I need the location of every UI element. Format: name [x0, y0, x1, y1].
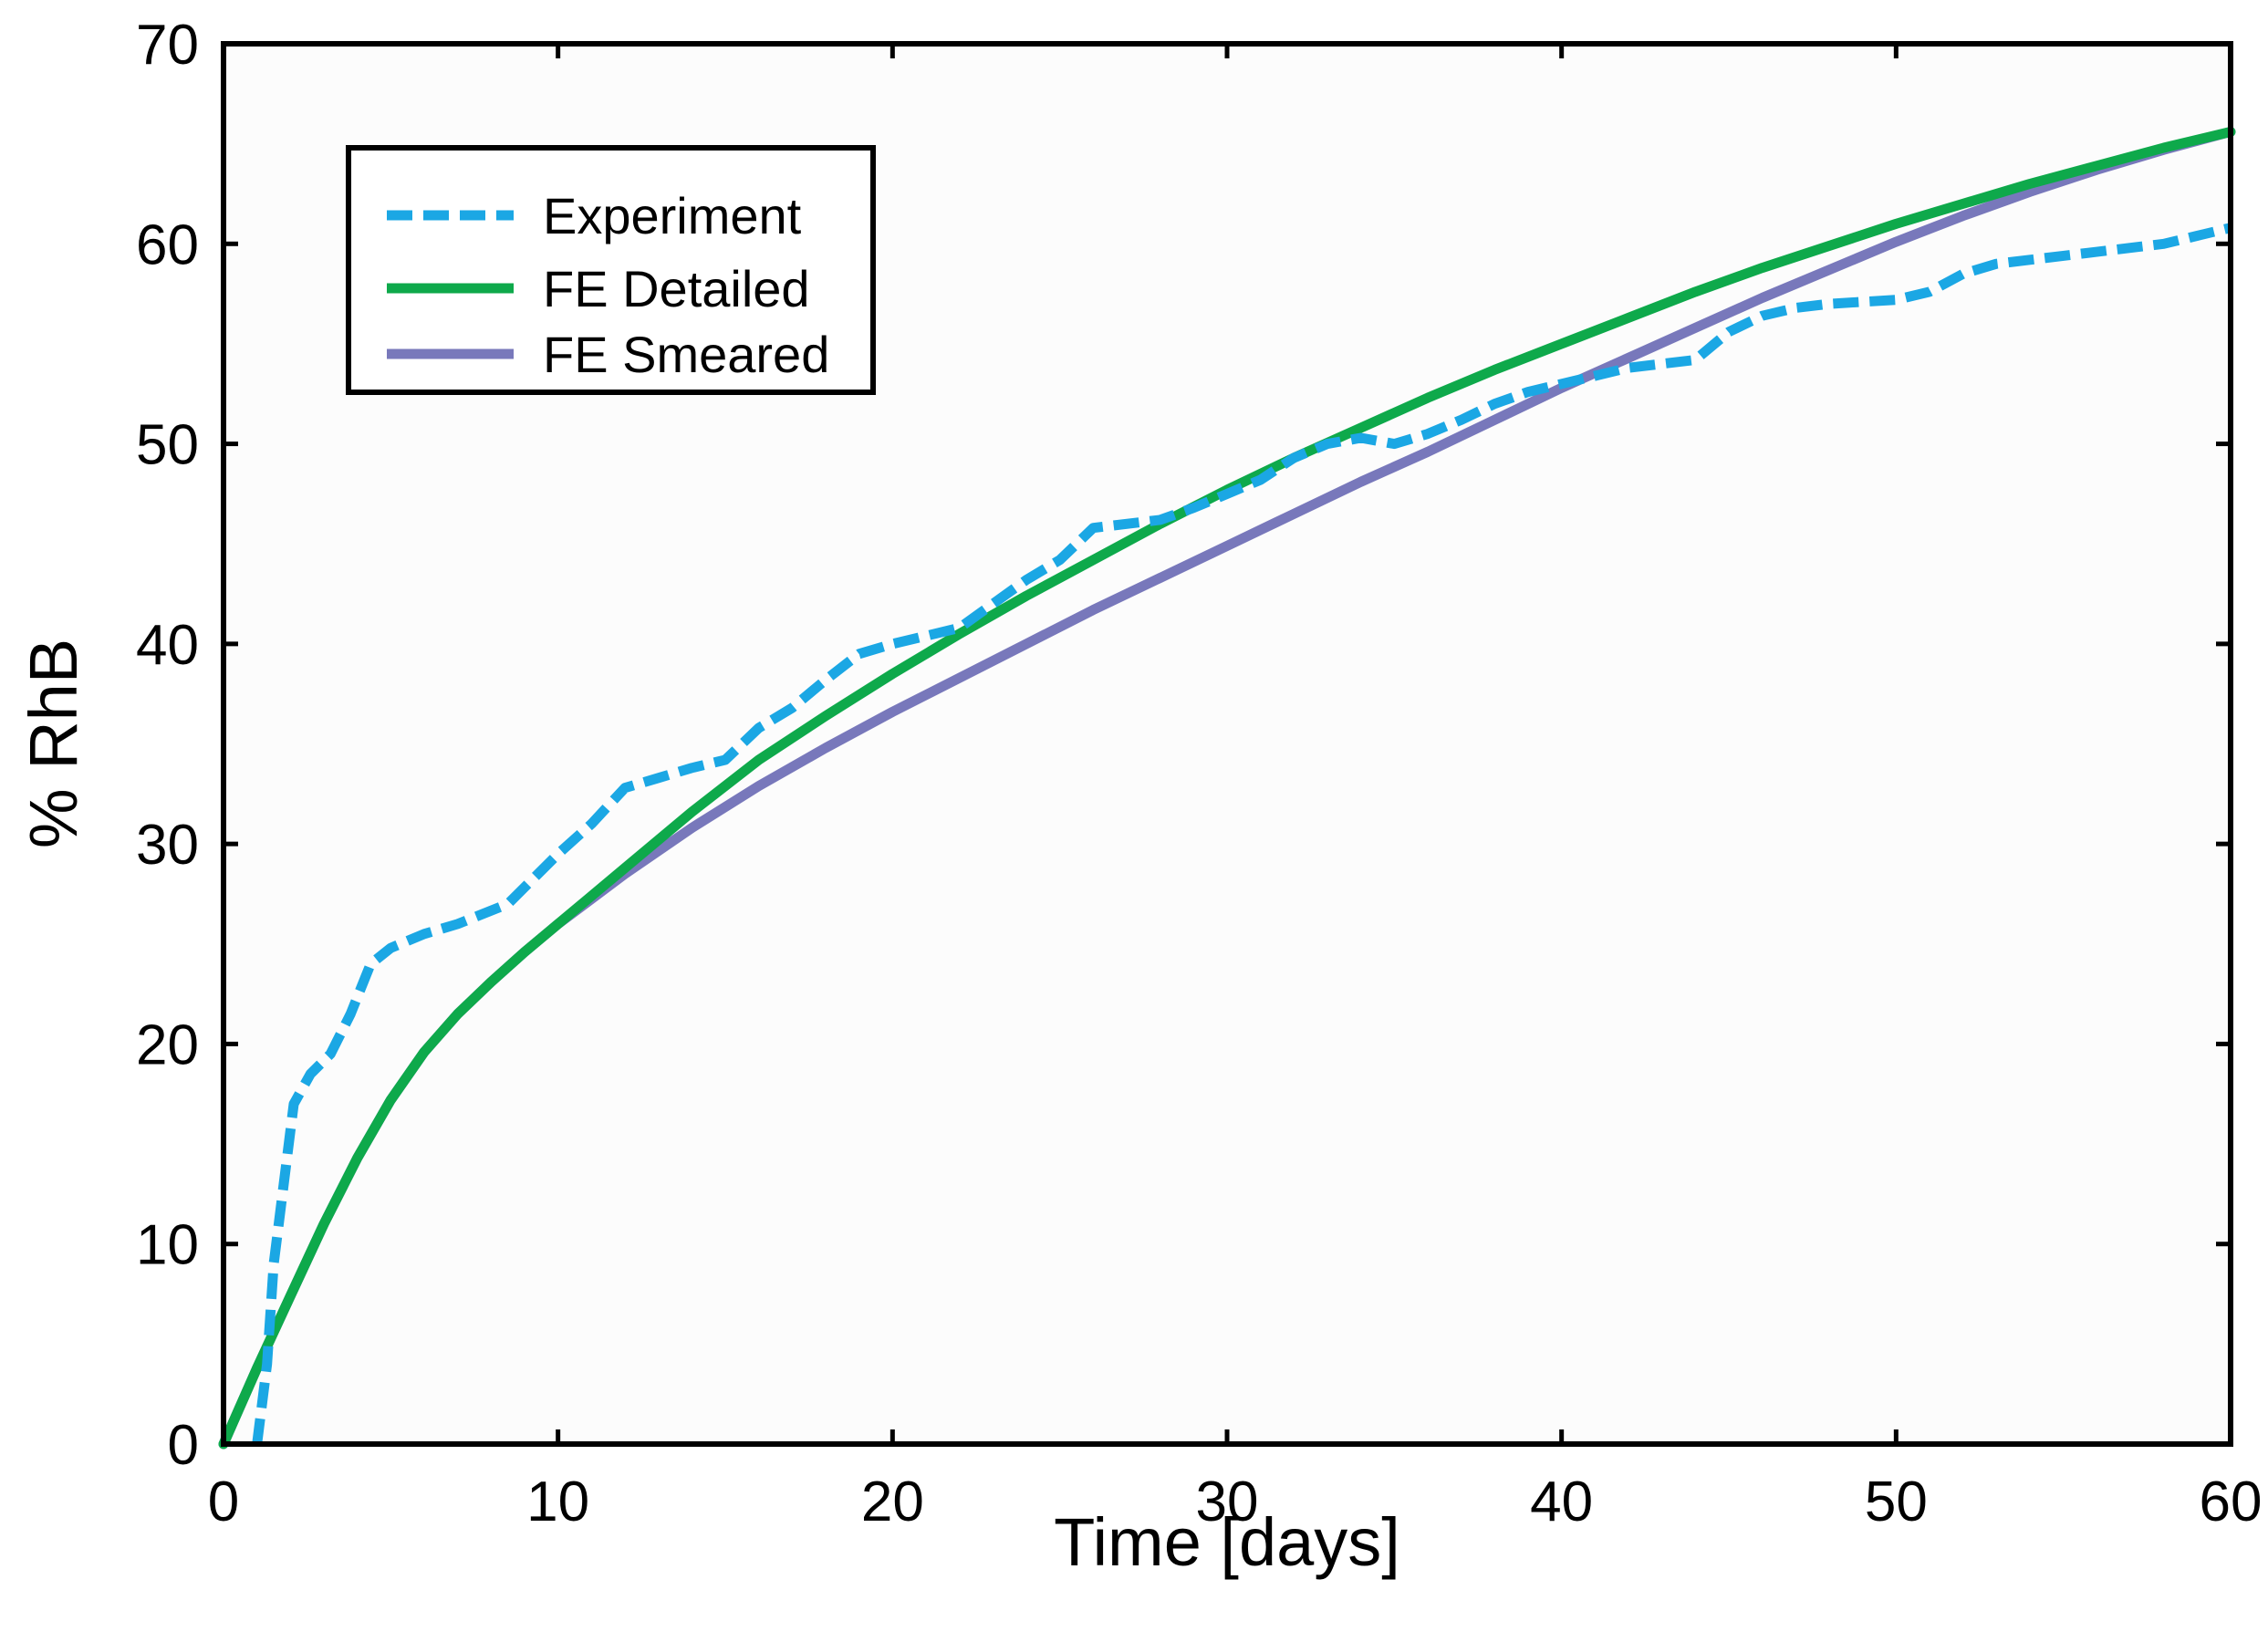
series-layer — [218, 127, 2236, 1450]
x-tick-label: 20 — [861, 1471, 924, 1533]
x-axis-title: Time [days] — [1054, 1504, 1400, 1580]
y-tick-label: 40 — [136, 614, 199, 677]
y-axis: 0 10 20 30 40 50 60 70 — [136, 14, 2231, 1477]
x-tick-label: 50 — [1865, 1471, 1928, 1533]
y-tick-label: 60 — [136, 213, 199, 276]
y-tick-label: 10 — [136, 1214, 199, 1277]
legend-label-experiment: Experiment — [543, 187, 802, 244]
series-line-experiment — [252, 223, 2232, 1445]
y-tick-label: 20 — [136, 1013, 199, 1076]
legend-label-fe-smeared: FE Smeared — [543, 326, 829, 383]
legend-label-fe-detailed: FE Detailed — [543, 260, 810, 317]
x-tick-label: 60 — [2200, 1471, 2263, 1533]
y-axis-title: % RhB — [16, 639, 91, 848]
x-tick-label: 40 — [1530, 1471, 1593, 1533]
x-tick-label: 30 — [1196, 1471, 1259, 1533]
series-line-fe-detailed — [218, 127, 2236, 1450]
y-tick-label: 30 — [136, 814, 199, 877]
x-axis: 0 10 20 30 40 50 60 — [208, 44, 2263, 1533]
legend: Experiment FE Detailed FE Smeared — [346, 145, 876, 395]
y-tick-label: 50 — [136, 414, 199, 477]
x-tick-label: 0 — [208, 1471, 239, 1533]
y-tick-label: 70 — [136, 14, 199, 77]
y-tick-label: 0 — [168, 1414, 199, 1477]
x-tick-label: 10 — [526, 1471, 589, 1533]
